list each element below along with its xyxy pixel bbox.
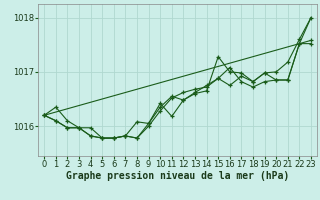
X-axis label: Graphe pression niveau de la mer (hPa): Graphe pression niveau de la mer (hPa)	[66, 171, 289, 181]
